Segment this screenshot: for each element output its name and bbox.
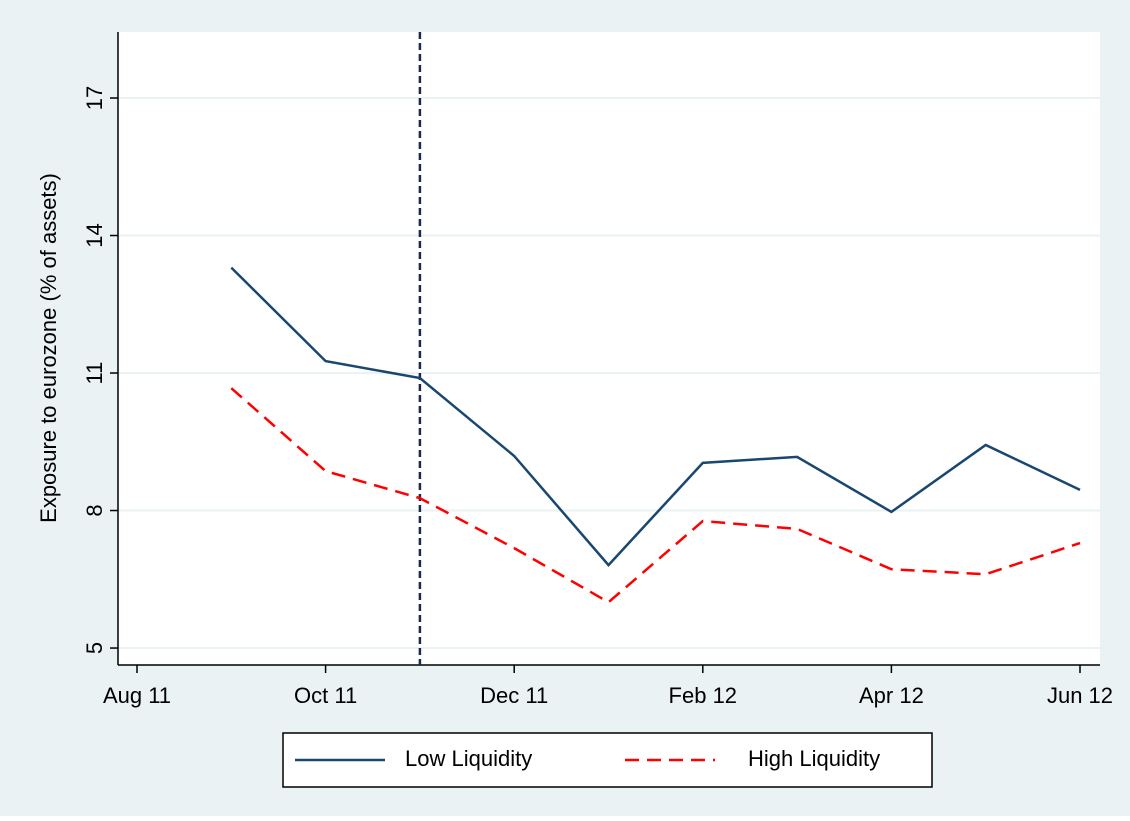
x-tick-label: Feb 12 — [669, 683, 738, 708]
x-tick-label: Aug 11 — [103, 683, 171, 708]
y-tick-label: 5 — [82, 642, 107, 654]
y-tick-label: 14 — [82, 223, 107, 247]
x-tick-label: Jun 12 — [1047, 683, 1113, 708]
legend-label: High Liquidity — [748, 746, 880, 771]
y-tick-label: 17 — [82, 86, 107, 110]
y-tick-label: 8 — [82, 504, 107, 516]
y-tick-label: 11 — [82, 362, 107, 385]
x-tick-label: Oct 11 — [294, 683, 357, 708]
y-axis-title: Exposure to eurozone (% of assets) — [36, 173, 61, 523]
legend-box — [282, 732, 933, 788]
plot-area — [118, 32, 1100, 665]
line-series — [230, 266, 1081, 567]
x-tick-label: Dec 11 — [480, 683, 548, 708]
legend-label: Low Liquidity — [405, 746, 532, 771]
x-tick-label: Apr 12 — [859, 683, 924, 708]
